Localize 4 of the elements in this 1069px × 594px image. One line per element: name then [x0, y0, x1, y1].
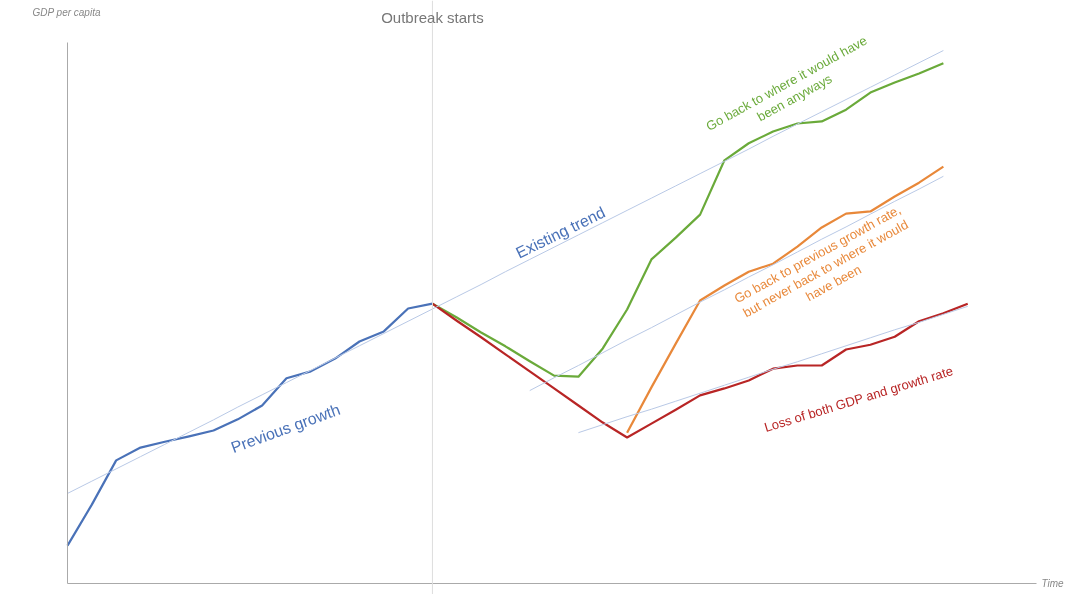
y-axis-title: GDP per capita — [32, 6, 101, 18]
annotation: Loss of both GDP and growth rate — [762, 363, 955, 435]
text: Outbreak starts — [381, 9, 484, 26]
x-axis-title: Time — [1041, 578, 1065, 589]
